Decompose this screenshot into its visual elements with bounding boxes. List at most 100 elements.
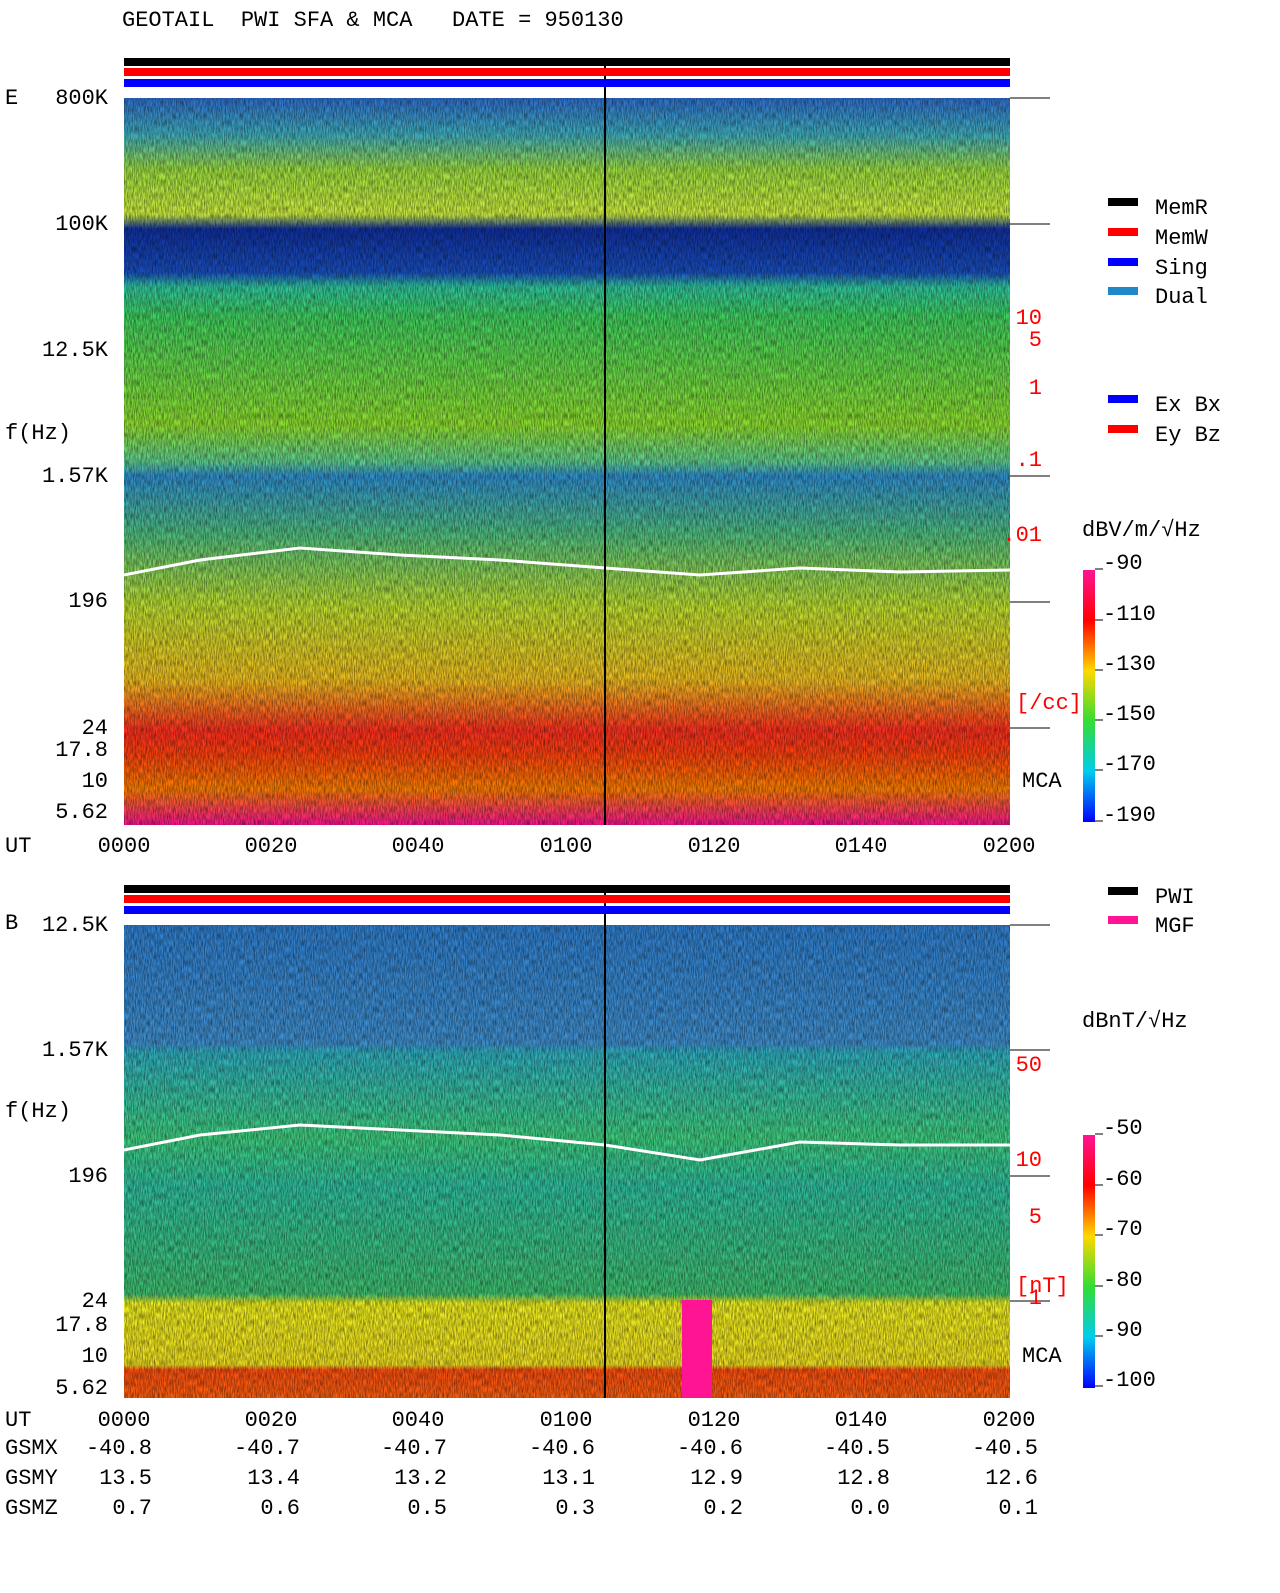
axis-label: f(Hz)	[5, 1099, 71, 1124]
freq-tick-label: 100K	[55, 212, 109, 237]
legend-label: PWI	[1155, 885, 1195, 910]
freq-tick-label: 5.62	[55, 800, 108, 825]
legend-label: MGF	[1155, 914, 1195, 939]
orbit-value: 13.5	[99, 1466, 152, 1491]
legend-label: Dual	[1155, 285, 1208, 310]
orbit-value: 0.2	[703, 1496, 743, 1521]
panel-label: E	[5, 86, 18, 111]
density-tick-label: 5	[1029, 328, 1042, 353]
legend-swatch	[1108, 258, 1138, 266]
freq-tick-label: 1.57K	[42, 464, 109, 489]
status-bar	[124, 58, 1010, 66]
legend-swatch	[1108, 395, 1138, 403]
status-bar	[124, 79, 1010, 87]
orbit-name: GSMZ	[5, 1496, 58, 1521]
orbit-name: GSMY	[5, 1466, 58, 1491]
time-tick-label: 0120	[688, 834, 741, 859]
time-label: UT	[5, 834, 31, 859]
density-tick-label: 1	[1029, 1286, 1042, 1311]
freq-tick-label: 10	[82, 1344, 108, 1369]
orbit-value: -40.8	[86, 1436, 152, 1461]
density-tick-label: .1	[1016, 448, 1042, 473]
orbit-value: -40.5	[824, 1436, 890, 1461]
colorbar-tick-label: -90	[1103, 551, 1143, 576]
time-tick-label: 0020	[245, 1408, 298, 1433]
colorbar-tick-label: -90	[1103, 1318, 1143, 1343]
freq-tick-label: 12.5K	[42, 913, 109, 938]
orbit-value: 12.9	[690, 1466, 743, 1491]
orbit-value: -40.5	[972, 1436, 1038, 1461]
orbit-value: 0.6	[260, 1496, 300, 1521]
orbit-value: 0.5	[407, 1496, 447, 1521]
mca-label: MCA	[1022, 1344, 1062, 1369]
colorbar-tick-label: -100	[1103, 1368, 1156, 1393]
mca-label: MCA	[1022, 769, 1062, 794]
time-tick-label: 0120	[688, 1408, 741, 1433]
legend-label: Ey Bz	[1155, 423, 1221, 448]
freq-tick-label: 17.8	[55, 738, 108, 763]
legend-swatch	[1108, 198, 1138, 206]
orbit-value: 0.3	[555, 1496, 595, 1521]
orbit-value: 12.6	[985, 1466, 1038, 1491]
orbit-name: GSMX	[5, 1436, 58, 1461]
freq-tick-label: 10	[82, 769, 108, 794]
burst	[682, 1300, 712, 1398]
freq-tick-label: 5.62	[55, 1376, 108, 1401]
panel-label: B	[5, 911, 18, 936]
orbit-value: 0.1	[998, 1496, 1038, 1521]
freq-tick-label: 24	[82, 1289, 108, 1314]
status-bar	[124, 895, 1010, 903]
status-bar	[124, 906, 1010, 914]
freq-tick-label: 12.5K	[42, 338, 109, 363]
orbit-value: 13.4	[247, 1466, 300, 1491]
legend-label: Sing	[1155, 256, 1208, 281]
orbit-value: -40.6	[677, 1436, 743, 1461]
legend-swatch	[1108, 425, 1138, 433]
texture	[124, 98, 1010, 825]
legend-swatch	[1108, 287, 1138, 295]
colorbar-tick-label: -150	[1103, 702, 1156, 727]
density-tick-label: 50	[1016, 1053, 1042, 1078]
orbit-value: -40.6	[529, 1436, 595, 1461]
freq-tick-label: 196	[68, 589, 108, 614]
colorbar-tick-label: -60	[1103, 1167, 1143, 1192]
orbit-value: 0.0	[850, 1496, 890, 1521]
colorbar-tick-label: -80	[1103, 1268, 1143, 1293]
orbit-value: 13.2	[394, 1466, 447, 1491]
colorbar-unit: dBnT/√Hz	[1082, 1009, 1188, 1034]
orbit-value: -40.7	[381, 1436, 447, 1461]
colorbar	[1083, 570, 1095, 822]
axis-label: f(Hz)	[5, 421, 71, 446]
colorbar	[1083, 1135, 1095, 1388]
colorbar-tick-label: -130	[1103, 652, 1156, 677]
time-tick-label: 0040	[392, 1408, 445, 1433]
orbit-value: 0.7	[112, 1496, 152, 1521]
density-tick-label: 10	[1016, 1148, 1042, 1173]
time-tick-label: 0020	[245, 834, 298, 859]
time-tick-label: 0140	[835, 1408, 888, 1433]
time-label: UT	[5, 1408, 31, 1433]
freq-tick-label: 1.57K	[42, 1038, 109, 1063]
freq-tick-label: 800K	[55, 86, 109, 111]
time-tick-label: 0200	[983, 834, 1036, 859]
time-tick-label: 0040	[392, 834, 445, 859]
colorbar-tick-label: -190	[1103, 803, 1156, 828]
density-unit: [nT]	[1016, 1274, 1069, 1299]
time-tick-label: 0140	[835, 834, 888, 859]
time-tick-label: 0000	[98, 1408, 151, 1433]
time-tick-label: 0200	[983, 1408, 1036, 1433]
density-tick-label: 1	[1029, 376, 1042, 401]
colorbar-tick-label: -170	[1103, 752, 1156, 777]
colorbar-tick-label: -70	[1103, 1217, 1143, 1242]
legend-label: MemW	[1155, 226, 1209, 251]
legend-label: Ex Bx	[1155, 393, 1221, 418]
colorbar-unit: dBV/m/√Hz	[1082, 518, 1201, 543]
legend-swatch	[1108, 228, 1138, 236]
freq-tick-label: 17.8	[55, 1313, 108, 1338]
time-tick-label: 0000	[98, 834, 151, 859]
time-tick-label: 0100	[540, 834, 593, 859]
status-bar	[124, 68, 1010, 76]
orbit-value: 12.8	[837, 1466, 890, 1491]
